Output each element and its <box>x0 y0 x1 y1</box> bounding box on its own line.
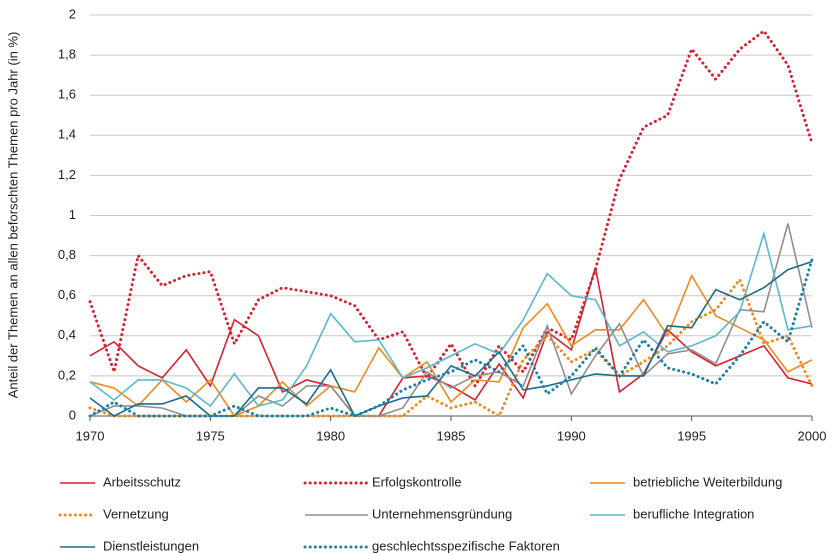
x-tick-label: 1975 <box>196 428 225 443</box>
y-tick-label: 0,8 <box>58 247 76 262</box>
legend-label: geschlechtsspezifische Faktoren <box>372 538 560 553</box>
x-tick-label: 1970 <box>76 428 105 443</box>
y-tick-label: 1 <box>69 207 76 222</box>
series-line <box>89 260 813 418</box>
series-line <box>88 276 814 419</box>
y-tick-label: 1,4 <box>58 127 76 142</box>
y-tick-label: 1,2 <box>58 167 76 182</box>
x-tick-label: 1990 <box>557 428 586 443</box>
series-line <box>88 258 814 418</box>
y-tick-label: 1,6 <box>58 87 76 102</box>
legend-label: Unternehmensgründung <box>372 506 512 521</box>
y-tick-label: 1,8 <box>58 47 76 62</box>
legend-label: Vernetzung <box>103 506 169 521</box>
series-line <box>89 223 813 417</box>
legend-label: Dienstleistungen <box>103 538 199 553</box>
y-tick-label: 0 <box>69 407 76 422</box>
y-tick-label: 0,6 <box>58 287 76 302</box>
x-tick-label: 2000 <box>798 428 827 443</box>
x-tick-label: 1985 <box>437 428 466 443</box>
y-tick-label: 0,2 <box>58 367 76 382</box>
legend-label: Arbeitsschutz <box>103 474 181 489</box>
y-axis-label: Anteil der Themen an allen beforschten T… <box>5 32 20 399</box>
series-line <box>89 273 813 417</box>
series-line <box>89 230 813 408</box>
series-line <box>89 267 813 417</box>
y-tick-label: 2 <box>69 6 76 21</box>
x-tick-label: 1980 <box>316 428 345 443</box>
y-tick-label: 0,4 <box>58 327 76 342</box>
series-line <box>88 28 814 389</box>
x-tick-label: 1995 <box>677 428 706 443</box>
legend-label: Erfolgskontrolle <box>372 474 462 489</box>
legend-label: berufliche Integration <box>633 506 754 521</box>
legend-label: betriebliche Weiterbildung <box>633 474 782 489</box>
